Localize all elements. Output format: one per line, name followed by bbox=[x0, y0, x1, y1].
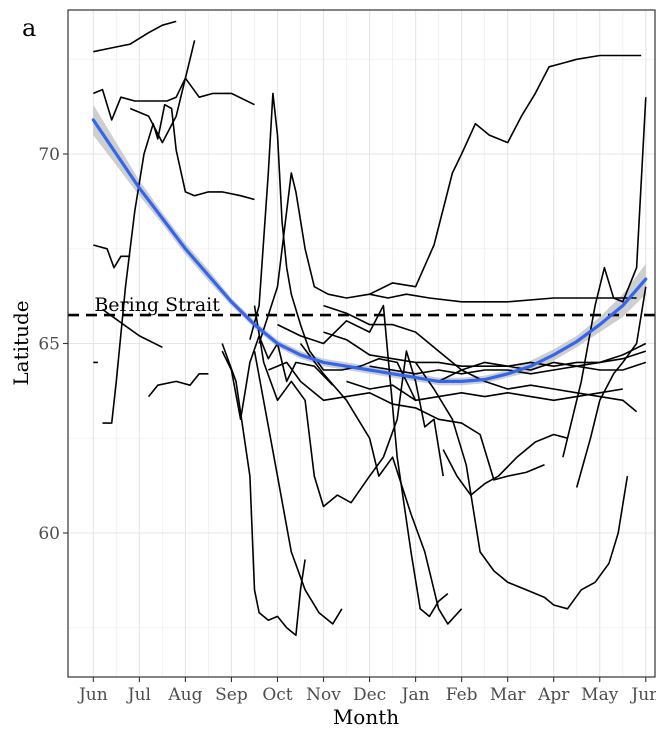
y-axis-title: Latitude bbox=[9, 300, 33, 385]
y-tick-label: 70 bbox=[38, 145, 60, 165]
series-line-21 bbox=[346, 380, 623, 402]
series-line-1 bbox=[93, 20, 177, 53]
series-line-9 bbox=[221, 343, 306, 637]
series-line-14 bbox=[253, 350, 343, 625]
series-line-20 bbox=[323, 304, 638, 413]
x-tick-label: Aug bbox=[167, 685, 202, 705]
series-line-10 bbox=[221, 335, 334, 421]
series-line-24 bbox=[438, 342, 647, 383]
reference-line-layer: Bering Strait bbox=[68, 294, 655, 317]
series-line-22 bbox=[442, 433, 568, 496]
series-line-8 bbox=[147, 373, 209, 398]
series-line-18 bbox=[323, 331, 647, 367]
y-tick-label: 60 bbox=[38, 524, 60, 544]
y-axis: 60 65 70 bbox=[38, 145, 68, 544]
x-tick-label: Feb bbox=[446, 685, 478, 705]
bering-strait-label: Bering Strait bbox=[94, 294, 220, 316]
x-tick-label: Oct bbox=[262, 685, 292, 705]
series-line-16 bbox=[277, 304, 449, 618]
x-axis-title: Month bbox=[333, 705, 399, 729]
series-line-11 bbox=[249, 92, 417, 401]
series-line-7 bbox=[129, 40, 196, 144]
smooth-layer bbox=[91, 118, 648, 383]
x-tick-label: Nov bbox=[306, 685, 341, 705]
x-tick-label: Jun bbox=[629, 685, 656, 705]
x-tick-label: Jul bbox=[126, 685, 151, 705]
series-line-25 bbox=[369, 54, 642, 295]
series-line-27 bbox=[575, 286, 647, 488]
series-line-15 bbox=[267, 361, 545, 481]
series-line-2 bbox=[92, 77, 255, 121]
panel-label: a bbox=[22, 14, 37, 42]
series-line-5 bbox=[93, 244, 131, 269]
x-tick-label: Dec bbox=[353, 685, 386, 705]
series-line-6 bbox=[102, 308, 163, 349]
series-line-26 bbox=[562, 97, 647, 458]
series-line-23 bbox=[414, 361, 629, 610]
x-tick-label: Jan bbox=[400, 685, 430, 705]
x-tick-label: Apr bbox=[537, 685, 570, 705]
series-line-13 bbox=[253, 305, 444, 508]
x-tick-label: Mar bbox=[490, 685, 527, 705]
x-tick-label: Sep bbox=[215, 685, 248, 705]
series-line-12 bbox=[258, 172, 637, 344]
series-line-4 bbox=[102, 103, 255, 424]
y-tick-label: 65 bbox=[38, 335, 60, 355]
x-tick-label: Jun bbox=[77, 685, 108, 705]
series-layer bbox=[92, 20, 647, 637]
series-line-19 bbox=[369, 361, 647, 375]
x-tick-label: May bbox=[581, 685, 619, 705]
x-axis: Jun Jul Aug Sep Oct Nov Dec Jan Feb Mar Apr May Jun bbox=[77, 677, 656, 705]
smooth-trend-line bbox=[91, 118, 648, 383]
series-line-17 bbox=[299, 343, 463, 625]
